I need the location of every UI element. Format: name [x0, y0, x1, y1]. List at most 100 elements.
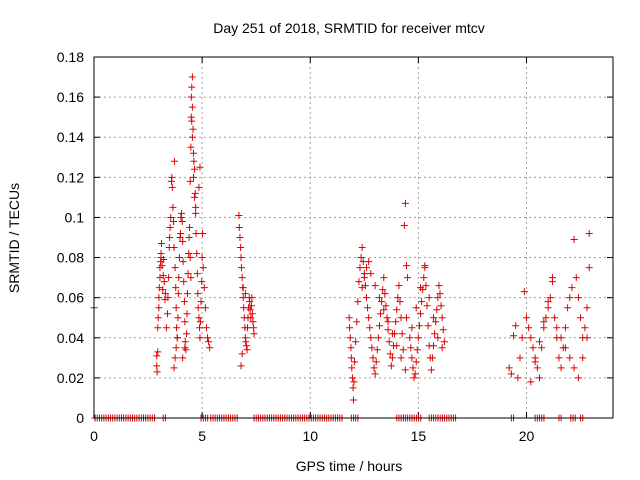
data-point — [393, 306, 401, 314]
data-point — [185, 234, 193, 241]
data-point — [159, 286, 167, 294]
data-point — [246, 298, 254, 306]
data-point — [583, 334, 591, 342]
data-point — [170, 157, 178, 165]
data-point — [166, 234, 174, 241]
data-point — [235, 211, 243, 219]
data-point — [348, 364, 356, 372]
data-point — [179, 238, 187, 246]
data-point — [555, 354, 563, 362]
data-point — [164, 294, 172, 302]
data-point — [381, 290, 389, 298]
data-point — [356, 264, 364, 272]
data-point — [243, 346, 251, 354]
y-tick-label: 0.02 — [57, 370, 84, 386]
data-point — [165, 274, 173, 282]
data-point — [196, 318, 204, 326]
data-point — [178, 209, 186, 217]
data-point — [194, 304, 202, 312]
data-point — [187, 143, 195, 151]
data-point — [159, 272, 167, 280]
data-point — [237, 264, 245, 272]
data-point — [358, 244, 366, 252]
data-point — [402, 314, 410, 322]
data-point — [157, 250, 165, 258]
data-point — [181, 338, 189, 346]
data-point — [249, 318, 257, 326]
data-point — [540, 324, 548, 332]
data-point — [408, 324, 416, 332]
data-point — [172, 344, 180, 352]
data-point — [572, 274, 580, 282]
data-point — [244, 324, 252, 332]
data-point — [348, 374, 356, 382]
data-point — [561, 324, 569, 332]
data-point — [177, 229, 184, 237]
data-point — [173, 334, 181, 342]
data-point — [238, 350, 246, 358]
data-point — [367, 334, 375, 342]
data-point — [195, 314, 203, 322]
data-point — [360, 274, 368, 282]
y-tick-label: 0.08 — [57, 250, 84, 266]
data-point — [172, 284, 180, 292]
data-point — [557, 334, 565, 342]
data-point — [153, 362, 161, 370]
data-point — [162, 324, 170, 332]
data-point — [412, 304, 420, 312]
data-point — [166, 223, 174, 231]
data-point — [380, 274, 388, 282]
data-point — [365, 314, 373, 322]
data-point — [157, 240, 165, 248]
data-point — [175, 254, 183, 262]
data-point — [161, 290, 169, 298]
data-point — [170, 244, 178, 252]
data-point — [192, 229, 200, 237]
data-point — [194, 290, 202, 298]
data-point — [239, 284, 247, 292]
data-point — [237, 244, 245, 252]
data-point — [167, 213, 175, 221]
data-point — [170, 364, 178, 372]
data-point — [202, 324, 210, 332]
data-point — [188, 83, 196, 91]
data-point — [371, 370, 379, 378]
plot-frame — [93, 56, 614, 419]
axis-ticks: 0 0.02 0.04 0.06 0.08 0.1 0.12 0.14 0.16 0.18 0 5 10… — [57, 49, 613, 444]
data-point — [186, 223, 194, 231]
data-point — [347, 344, 355, 352]
data-point — [408, 354, 416, 362]
data-point — [347, 354, 355, 362]
data-point — [568, 284, 576, 292]
data-point — [237, 254, 245, 262]
data-point — [186, 254, 194, 262]
data-point — [377, 310, 385, 318]
data-point — [505, 364, 513, 372]
data-point — [174, 314, 182, 322]
data-point — [160, 256, 168, 264]
data-point — [379, 286, 387, 294]
data-point — [188, 73, 196, 81]
data-point — [198, 278, 206, 286]
y-tick-label: 0.06 — [57, 290, 84, 306]
data-point — [396, 298, 404, 306]
data-point — [350, 396, 357, 404]
data-point — [195, 183, 203, 191]
data-point — [201, 304, 209, 312]
data-point — [434, 334, 442, 342]
data-point — [548, 278, 556, 286]
y-tick-label: 0.12 — [57, 169, 84, 185]
y-axis-label: SRMTID / TECUs — [6, 183, 22, 293]
data-point — [346, 324, 354, 332]
data-point — [551, 314, 559, 322]
data-point — [411, 370, 419, 378]
data-point — [420, 274, 428, 282]
data-point — [175, 274, 183, 282]
data-point — [386, 350, 394, 358]
data-point — [349, 384, 357, 392]
data-point — [375, 294, 383, 302]
data-point — [585, 229, 593, 237]
data-point — [193, 270, 201, 278]
data-point — [395, 282, 403, 290]
